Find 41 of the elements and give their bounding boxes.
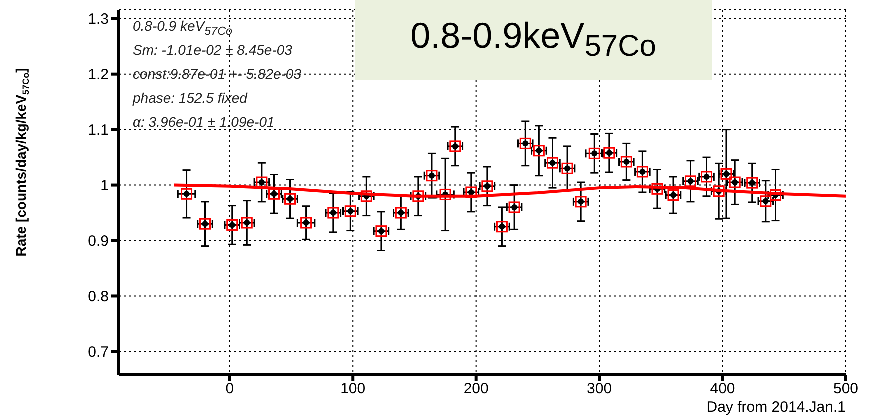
annotation: 0.8-0.9keV$_{57Co}$ <box>410 15 656 65</box>
point <box>562 162 574 174</box>
y-tick-label: 1.3 <box>88 11 109 28</box>
y-tick-label: 1 <box>100 178 109 195</box>
y-tick-label: 0.8 <box>88 288 109 306</box>
point <box>412 190 424 202</box>
annotation: const:9.87e-01 +- 5.82e-03 <box>133 66 302 82</box>
x-tick-label: 400 <box>710 380 736 398</box>
point <box>713 186 725 198</box>
point <box>482 180 494 192</box>
point <box>200 218 212 230</box>
annotation: 0.8-0.9 keV$_{57Co}$ <box>133 18 232 38</box>
annotation: phase: 152.5 fixed <box>133 90 248 106</box>
point <box>300 217 312 229</box>
point <box>575 196 587 208</box>
x-tick-label: 200 <box>464 380 489 398</box>
y-tick-label: 1.2 <box>88 66 109 84</box>
y-tick-label: 0.7 <box>88 344 109 362</box>
y-tick-label: 1.1 <box>88 122 109 140</box>
point <box>360 190 372 202</box>
x-tick-label: 100 <box>340 380 366 398</box>
point <box>181 188 193 200</box>
y-tick-label: 0.9 <box>88 233 109 250</box>
point <box>720 168 732 180</box>
point <box>256 176 268 188</box>
x-tick-label: 300 <box>587 380 612 398</box>
x-tick-label: 500 <box>833 380 859 398</box>
point <box>588 148 600 160</box>
point <box>684 176 696 188</box>
point <box>770 190 782 202</box>
point <box>395 207 407 219</box>
point <box>450 140 462 152</box>
x-axis-title: Day from 2014.Jan.1 <box>706 399 846 416</box>
annotation: Sm: -1.01e-02 ± 8.45e-03 <box>133 42 292 58</box>
x-tick-label: 0 <box>226 380 234 398</box>
point <box>376 226 388 238</box>
annotation: α: 3.96e-01 ± 1.09e-01 <box>133 114 275 130</box>
point <box>546 157 558 169</box>
point <box>440 188 452 200</box>
point <box>284 193 296 205</box>
point <box>701 171 713 183</box>
